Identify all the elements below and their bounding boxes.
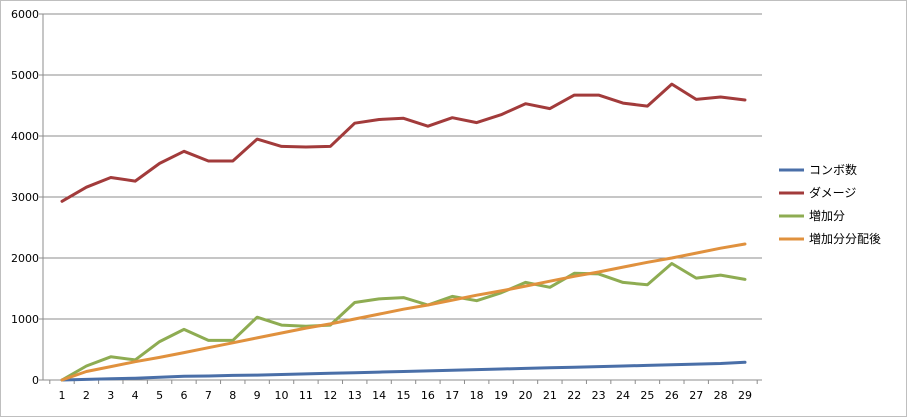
series-line-1 xyxy=(60,360,747,382)
x-tick-label: 14 xyxy=(372,389,386,402)
x-tick-label: 13 xyxy=(348,389,362,402)
x-tick-label: 24 xyxy=(616,389,630,402)
x-tick-label: 23 xyxy=(592,389,606,402)
x-tick-label: 27 xyxy=(689,389,703,402)
legend-label: 増加分分配後 xyxy=(809,232,881,246)
y-tick-label: 2000 xyxy=(11,252,39,265)
series-lines xyxy=(60,82,747,382)
legend-label: ダメージ xyxy=(809,185,856,200)
x-tick-label: 7 xyxy=(205,389,212,402)
y-tick-label: 4000 xyxy=(11,130,39,143)
x-tick-label: 21 xyxy=(543,389,557,402)
y-tick-label: 6000 xyxy=(11,8,39,21)
x-tick-label: 11 xyxy=(299,389,313,402)
x-tick-label: 28 xyxy=(714,389,728,402)
x-tick-label: 9 xyxy=(254,389,261,402)
gridlines xyxy=(43,13,762,320)
x-tick-label: 25 xyxy=(640,389,654,402)
x-tick-label: 12 xyxy=(323,389,337,402)
legend-label: コンボ数 xyxy=(809,162,857,177)
x-tick-label: 4 xyxy=(132,389,139,402)
x-tick-label: 20 xyxy=(518,389,532,402)
x-tick-label: 2 xyxy=(83,389,90,402)
x-tick-label: 18 xyxy=(470,389,484,402)
x-tick-label: 3 xyxy=(107,389,114,402)
series-line-3 xyxy=(60,262,747,382)
x-tick-label: 6 xyxy=(180,389,187,402)
x-tick-label: 5 xyxy=(156,389,163,402)
series-line-4 xyxy=(60,242,747,382)
x-tick-label: 10 xyxy=(275,389,289,402)
y-tick-label: 3000 xyxy=(11,191,39,204)
x-tick-label: 1 xyxy=(59,389,66,402)
y-tick-label: 1000 xyxy=(11,313,39,326)
y-tick-label: 5000 xyxy=(11,69,39,82)
x-tick-label: 16 xyxy=(421,389,435,402)
x-tick-label: 22 xyxy=(567,389,581,402)
x-tick-label: 17 xyxy=(445,389,459,402)
y-tick-label: 0 xyxy=(32,374,39,387)
x-tick-label: 8 xyxy=(229,389,236,402)
legend-label: 増加分 xyxy=(809,209,845,223)
x-tick-label: 26 xyxy=(665,389,679,402)
series-line-2 xyxy=(60,82,747,203)
x-tick-label: 29 xyxy=(738,389,752,402)
x-tick-label: 19 xyxy=(494,389,508,402)
x-tick-label: 15 xyxy=(397,389,411,402)
